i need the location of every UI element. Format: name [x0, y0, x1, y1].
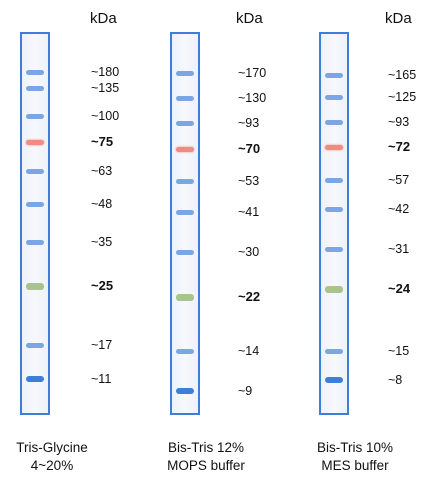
lane-2-caption: Bis-Tris 12% MOPS buffer: [136, 439, 276, 475]
marker-band-24kda: [325, 285, 343, 293]
lane-group-2: kDa Bis-Tris 12% MOPS buffer ~170 ~130 ~93…: [150, 0, 290, 481]
lane-group-1: kDa Tris-Glycine 4~20% ~180 ~135 ~100 ~75 ~6…: [0, 0, 140, 481]
marker-label-25kda: ~25: [91, 278, 114, 293]
lane-1-caption: Tris-Glycine 4~20%: [0, 439, 122, 475]
lane-2-caption-line2: MOPS buffer: [167, 458, 245, 473]
marker-label-31kda: ~31: [388, 242, 410, 256]
marker-label-42kda: ~42: [388, 202, 410, 216]
marker-band-14kda: [176, 348, 194, 354]
marker-label-9kda: ~9: [238, 384, 253, 398]
marker-band-100kda: [26, 113, 44, 119]
marker-band-165kda: [325, 72, 343, 78]
marker-band-9kda: [176, 388, 194, 394]
marker-band-93kda: [325, 119, 343, 125]
kda-unit-label: kDa: [236, 10, 263, 27]
gel-lane-3: [319, 32, 349, 415]
marker-label-93kda: ~93: [238, 116, 260, 130]
marker-label-48kda: ~48: [91, 197, 113, 211]
marker-label-17kda: ~17: [91, 338, 113, 352]
gel-lane-2: [170, 32, 200, 415]
marker-band-41kda: [176, 209, 194, 215]
marker-label-180kda: ~180: [91, 65, 120, 79]
lane-3-caption-line2: MES buffer: [321, 458, 389, 473]
marker-band-31kda: [325, 246, 343, 252]
marker-band-15kda: [325, 348, 343, 354]
marker-label-72kda: ~72: [388, 139, 411, 154]
marker-band-42kda: [325, 206, 343, 212]
marker-label-41kda: ~41: [238, 205, 260, 219]
marker-band-130kda: [176, 95, 194, 101]
lane-1-caption-line1: Tris-Glycine: [16, 440, 88, 455]
marker-band-72kda: [325, 144, 343, 150]
lane-3-caption-line1: Bis-Tris 10%: [316, 440, 393, 455]
marker-label-70kda: ~70: [238, 141, 261, 156]
marker-label-93kda: ~93: [388, 115, 410, 129]
marker-label-170kda: ~170: [238, 66, 267, 80]
marker-label-11kda: ~11: [91, 372, 112, 386]
lane-2-caption-line1: Bis-Tris 12%: [167, 440, 244, 455]
kda-unit-label: kDa: [385, 10, 412, 27]
marker-label-14kda: ~14: [238, 344, 260, 358]
marker-label-125kda: ~125: [388, 90, 417, 104]
marker-label-100kda: ~100: [91, 109, 120, 123]
marker-band-70kda: [176, 146, 194, 152]
marker-label-53kda: ~53: [238, 174, 260, 188]
marker-band-22kda: [176, 293, 194, 301]
marker-band-93kda: [176, 120, 194, 126]
marker-band-75kda: [26, 139, 44, 145]
marker-band-17kda: [26, 342, 44, 348]
marker-band-135kda: [26, 85, 44, 91]
marker-band-180kda: [26, 69, 44, 75]
marker-band-30kda: [176, 249, 194, 255]
marker-band-57kda: [325, 177, 343, 183]
marker-band-53kda: [176, 178, 194, 184]
marker-band-25kda: [26, 282, 44, 290]
lane-1-caption-line2: 4~20%: [30, 458, 74, 473]
marker-label-130kda: ~130: [238, 91, 267, 105]
gel-lane-1: [20, 32, 50, 415]
marker-band-63kda: [26, 168, 44, 174]
marker-label-63kda: ~63: [91, 164, 113, 178]
marker-label-30kda: ~30: [238, 245, 260, 259]
marker-label-15kda: ~15: [388, 344, 410, 358]
lane-group-3: kDa Bis-Tris 10% MES buffer ~165 ~125 ~93 ~…: [299, 0, 422, 481]
marker-label-8kda: ~8: [388, 373, 403, 387]
marker-band-170kda: [176, 70, 194, 76]
marker-label-22kda: ~22: [238, 289, 261, 304]
kda-unit-label: kDa: [90, 10, 117, 27]
marker-label-165kda: ~165: [388, 68, 417, 82]
marker-band-8kda: [325, 377, 343, 383]
marker-band-11kda: [26, 376, 44, 382]
lane-3-caption: Bis-Tris 10% MES buffer: [285, 439, 422, 475]
marker-label-24kda: ~24: [388, 281, 411, 296]
marker-label-75kda: ~75: [91, 134, 114, 149]
marker-band-48kda: [26, 201, 44, 207]
marker-band-125kda: [325, 94, 343, 100]
marker-label-35kda: ~35: [91, 235, 113, 249]
marker-label-57kda: ~57: [388, 173, 410, 187]
marker-label-135kda: ~135: [91, 81, 120, 95]
marker-band-35kda: [26, 239, 44, 245]
